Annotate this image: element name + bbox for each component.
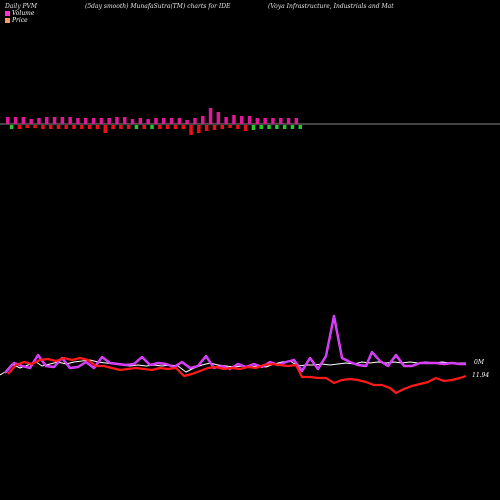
volume-bar [48,125,53,129]
legend: Volume Price [5,10,34,24]
volume-bar [64,125,68,129]
volume-bar [6,117,10,124]
volume-bar [216,112,221,124]
volume-bar [165,125,170,129]
volume-bar [181,125,185,129]
volume-bar [247,116,252,124]
volume-bar [298,125,302,129]
chart-title-left: Daily PVM [5,3,38,10]
volume-bar [224,117,228,124]
volume-bar [56,125,61,129]
legend-price-swatch [5,18,10,23]
volume-bar [197,125,201,133]
volume-bar [115,117,119,124]
volume-bar [87,125,92,129]
trend-lines [0,314,467,395]
volume-bar [267,125,271,129]
volume-bar [240,116,244,124]
volume-bar [228,125,232,128]
volume-bar [60,117,65,124]
volume-bar [204,125,209,131]
chart-title-right: (Voya Infrastructure, Industrials and Ma… [268,3,394,10]
volume-bar [68,117,72,124]
price-value-label: 11.94 [472,372,489,379]
volume-bar [154,118,158,124]
volume-bar [123,117,127,124]
volume-bar [13,117,18,124]
volume-bar [107,118,111,124]
volume-bar [72,125,76,129]
volume-bar [189,125,193,135]
volume-bar [243,125,248,131]
volume-bar [275,125,279,129]
volume-bar [111,125,115,129]
volume-bar [21,117,26,124]
volume-bar [271,118,275,124]
volume-bar [236,125,240,129]
volume-bar [169,118,174,124]
volume-bar [119,125,123,129]
volume-bar [103,125,107,133]
volume-bar [255,118,260,124]
volume-bar [263,118,267,124]
volume-bar [150,125,154,129]
volume-bar [41,125,45,129]
legend-volume-label: Volume [12,10,35,17]
volume-bar [95,125,100,129]
volume-bar [80,125,84,129]
volume-line [4,314,466,374]
volume-value-label: 0M [474,359,485,366]
volume-bar [33,125,37,128]
chart-title-middle: (5day smooth) MunafaSutra(TM) charts for… [85,3,231,10]
volume-bar [76,118,80,124]
volume-bar [294,118,299,124]
volume-bar [290,125,295,129]
volume-bar [251,125,256,130]
volume-bar [259,125,263,129]
volume-bar [158,125,162,129]
volume-bar [279,118,283,124]
volume-bar [232,115,236,124]
volume-bars [6,108,302,135]
volume-bar [29,119,33,124]
volume-bar [220,125,224,129]
volume-bar [138,118,143,124]
volume-bar [130,119,135,124]
volume-line-core [4,315,466,374]
volume-bar [282,125,287,129]
volume-bar [193,118,197,124]
volume-bar [286,118,291,124]
legend-price: Price [5,17,34,24]
volume-bar [17,125,22,129]
price-line [7,356,467,395]
volume-bar [162,118,166,124]
volume-bar [91,118,96,124]
volume-bar [45,117,49,124]
volume-bar [201,116,205,124]
volume-bar [84,118,88,124]
volume-bar [25,125,29,128]
volume-bar [208,108,213,124]
volume-bar [146,119,150,124]
volume-bar [9,125,14,129]
volume-bar [177,118,182,124]
volume-bar [52,117,57,124]
volume-bar [126,125,131,129]
volume-bar [185,120,189,124]
volume-bar [173,125,178,129]
volume-avg-line [0,359,466,376]
legend-price-label: Price [12,17,28,24]
volume-bar [99,118,104,124]
volume-bar [142,125,146,129]
legend-volume: Volume [5,10,34,17]
volume-bar [212,125,217,130]
volume-bar [37,118,41,124]
legend-volume-swatch [5,11,10,16]
volume-bar [134,125,139,129]
